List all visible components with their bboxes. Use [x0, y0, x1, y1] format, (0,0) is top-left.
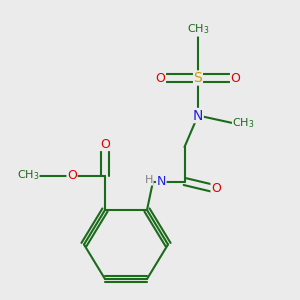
Text: N: N — [157, 175, 166, 188]
Text: CH$_3$: CH$_3$ — [232, 116, 255, 130]
Text: N: N — [193, 109, 203, 122]
Text: O: O — [100, 137, 110, 151]
Text: CH$_3$: CH$_3$ — [187, 22, 209, 36]
Text: O: O — [156, 71, 165, 85]
Text: O: O — [211, 182, 221, 196]
Text: CH$_3$: CH$_3$ — [16, 169, 39, 182]
Text: O: O — [67, 169, 77, 182]
Text: O: O — [231, 71, 240, 85]
Text: H: H — [145, 175, 153, 185]
Text: S: S — [194, 71, 202, 85]
